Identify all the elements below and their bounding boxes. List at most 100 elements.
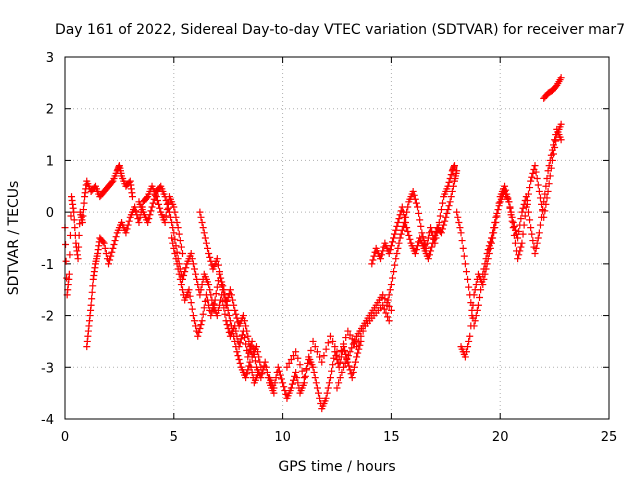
plus-marker	[523, 197, 531, 205]
plus-marker	[435, 218, 443, 226]
plus-marker	[542, 200, 550, 208]
plus-marker	[89, 282, 97, 290]
plus-marker	[170, 229, 178, 237]
plus-marker	[270, 384, 278, 392]
plus-marker	[351, 358, 359, 366]
plus-marker	[182, 264, 190, 272]
plus-marker	[212, 290, 220, 298]
plus-marker	[231, 337, 239, 345]
plus-marker	[462, 268, 470, 276]
plus-marker	[207, 312, 215, 320]
y-tick-label: -1	[41, 258, 54, 273]
plus-marker	[161, 193, 169, 201]
plus-marker	[303, 365, 311, 373]
plus-marker	[470, 291, 478, 299]
plus-marker	[442, 213, 450, 221]
plus-marker	[510, 231, 518, 239]
plus-marker	[508, 217, 516, 225]
series-track-10	[368, 167, 461, 268]
plus-marker	[189, 312, 197, 320]
plus-marker	[323, 389, 331, 397]
plus-marker	[393, 222, 401, 230]
plus-marker	[526, 184, 534, 192]
plus-marker	[246, 343, 254, 351]
y-tick-label: -2	[41, 310, 54, 325]
plus-marker	[517, 243, 525, 251]
plus-marker	[143, 194, 151, 202]
plus-marker	[232, 310, 240, 318]
plus-marker	[161, 218, 169, 226]
plus-marker	[146, 211, 154, 219]
plus-marker	[213, 312, 221, 320]
plus-marker	[348, 344, 356, 352]
plus-marker	[101, 244, 109, 252]
plus-marker	[298, 367, 306, 375]
plus-marker	[551, 144, 559, 151]
plus-marker	[354, 349, 362, 357]
plus-marker	[402, 218, 410, 226]
plus-marker	[237, 335, 245, 343]
plus-marker	[131, 203, 139, 211]
plus-marker	[377, 255, 385, 263]
plus-marker	[340, 363, 348, 371]
plus-marker	[215, 301, 223, 309]
x-tick-label: 5	[170, 430, 178, 445]
plus-marker	[529, 169, 537, 177]
plus-marker	[526, 216, 534, 224]
plus-marker	[390, 268, 398, 276]
plus-marker	[177, 243, 185, 251]
plus-marker	[186, 292, 194, 300]
plus-marker	[517, 215, 525, 223]
plus-marker	[531, 250, 539, 258]
plus-marker	[349, 340, 357, 348]
plus-marker	[502, 186, 510, 194]
plus-marker	[335, 353, 343, 361]
plus-marker	[486, 244, 494, 252]
plus-marker	[398, 226, 406, 234]
plus-marker	[199, 310, 207, 318]
plus-marker	[521, 212, 529, 220]
plus-marker	[390, 234, 398, 242]
plus-marker	[312, 379, 320, 387]
plus-marker	[231, 306, 239, 314]
plus-marker	[196, 291, 204, 299]
plus-marker	[189, 260, 197, 268]
plus-marker	[384, 296, 392, 304]
plus-marker	[148, 203, 156, 211]
plus-marker	[524, 190, 532, 198]
plus-marker	[535, 229, 543, 237]
plus-marker	[318, 358, 326, 366]
chart-title: Day 161 of 2022, Sidereal Day-to-day VTE…	[55, 22, 625, 38]
plus-marker	[349, 368, 357, 376]
plus-marker	[287, 356, 295, 364]
plus-marker	[67, 212, 75, 220]
plus-marker	[208, 308, 216, 316]
plus-marker	[344, 327, 352, 335]
plus-marker	[459, 244, 467, 252]
plus-marker	[236, 339, 244, 347]
plus-marker	[394, 218, 402, 226]
plus-marker	[187, 250, 195, 258]
plus-marker	[176, 275, 184, 283]
plus-marker	[551, 136, 559, 144]
plus-marker	[275, 367, 283, 375]
plus-marker	[209, 304, 217, 312]
plus-marker	[322, 394, 330, 402]
plus-marker	[532, 244, 540, 252]
plus-marker	[151, 191, 159, 199]
plus-marker	[461, 353, 469, 361]
plus-marker	[205, 301, 213, 309]
plus-marker	[226, 317, 234, 325]
plus-marker	[243, 327, 251, 335]
plus-marker	[368, 260, 376, 268]
plus-marker	[467, 322, 475, 330]
plus-marker	[199, 224, 207, 232]
plus-marker	[540, 213, 548, 221]
plus-marker	[431, 231, 439, 239]
y-tick-label: 1	[46, 154, 54, 169]
plus-marker	[379, 291, 387, 299]
plus-marker	[418, 229, 426, 237]
plus-marker	[162, 197, 170, 205]
plus-marker	[391, 261, 399, 269]
plus-marker	[230, 332, 238, 340]
